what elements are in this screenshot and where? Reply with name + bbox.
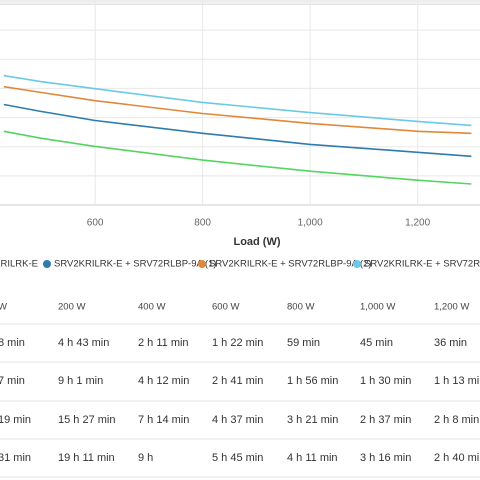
legend-label: SRV2KRILRK-E + SRV72RLBP-9A (364, 259, 480, 270)
table-cell: 9 h 1 min (58, 375, 103, 387)
legend-label: SRV2KRILRK-E + SRV72RLBP-9A (2) (209, 259, 372, 270)
table-cell: 7 min (0, 375, 25, 387)
table-cell: 4 h 11 min (287, 452, 338, 464)
table-cell: 1 h 30 min (360, 375, 411, 387)
x-tick-label: 1,200 (405, 218, 430, 229)
table-cell: 1 h 22 min (212, 337, 263, 349)
legend-label: SRV2KRILRK-E + SRV72RLBP-9A (1) (54, 259, 217, 270)
table-cell: 3 h 21 min (287, 414, 338, 426)
table-cell: 3 h 16 min (360, 452, 411, 464)
series-line (3, 74, 472, 127)
table-cell: 2 h 37 min (360, 414, 411, 426)
table-cell: 19 min (0, 414, 31, 426)
table-cell: 1 h 56 min (287, 375, 338, 387)
legend-dot (353, 260, 361, 268)
table-header: 800 W (287, 302, 314, 313)
table-header: 1,200 W (434, 302, 469, 313)
table-cell: 5 h 45 min (212, 452, 263, 464)
series-line (3, 85, 472, 135)
legend-dot (198, 260, 206, 268)
top-bar (0, 0, 480, 4)
table-header: W (0, 302, 7, 313)
table-cell: 8 min (0, 337, 25, 349)
legend-label: KRILRK-E (0, 259, 38, 270)
table-cell: 15 h 27 min (58, 414, 115, 426)
table-cell: 45 min (360, 337, 393, 349)
table-header: 200 W (58, 302, 85, 313)
table-cell: 7 h 14 min (138, 414, 189, 426)
series-line (3, 103, 472, 158)
series-line (3, 130, 472, 185)
table-cell: 4 h 37 min (212, 414, 263, 426)
table-cell: 4 h 43 min (58, 337, 109, 349)
table-cell: 2 h 8 min (434, 414, 479, 426)
x-tick-label: 800 (194, 218, 211, 229)
legend-dot (43, 260, 51, 268)
x-tick-label: 600 (87, 218, 104, 229)
table-cell: 19 h 11 min (58, 452, 115, 464)
table-cell: 2 h 41 min (212, 375, 263, 387)
table-cell: 4 h 12 min (138, 375, 189, 387)
table-cell: 9 h (138, 452, 153, 464)
table-cell: 2 h 11 min (138, 337, 189, 349)
table-cell: 36 min (434, 337, 467, 349)
x-axis-title: Load (W) (233, 236, 280, 248)
table-header: 600 W (212, 302, 239, 313)
table-header: 1,000 W (360, 302, 395, 313)
table-cell: 59 min (287, 337, 320, 349)
table-cell: 1 h 13 min (434, 375, 480, 387)
table-header: 400 W (138, 302, 165, 313)
table-cell: 31 min (0, 452, 31, 464)
table-cell: 2 h 40 min (434, 452, 480, 464)
x-tick-label: 1,000 (298, 218, 323, 229)
